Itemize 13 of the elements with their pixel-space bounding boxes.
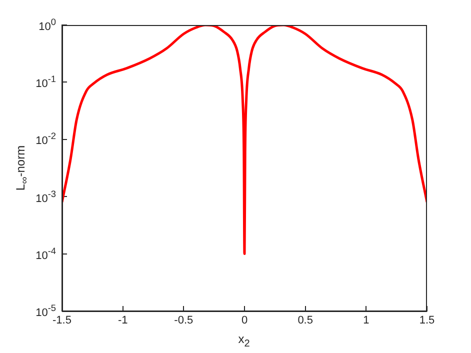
y-tick-label: 10$^{-2}$ [36, 132, 56, 148]
line-series [62, 25, 427, 256]
x-tick-label: 1 [363, 314, 370, 327]
x-tick-label: -0.5 [174, 314, 194, 327]
x-axis-title: x$_{2}$ [238, 332, 250, 350]
y-tick-label: 10$^{-3}$ [36, 188, 56, 204]
y-tick-label: 10$^{-4}$ [36, 246, 56, 262]
y-tick-label: 10$^{-1}$ [36, 74, 56, 90]
x-tick-label: -1 [118, 314, 128, 327]
y-tick-label: 10$^{0}$ [38, 17, 56, 33]
x-tick-label: 0.5 [298, 314, 313, 327]
x-tick-label: 1.5 [419, 314, 435, 327]
x-tick-label: 0 [241, 314, 248, 327]
